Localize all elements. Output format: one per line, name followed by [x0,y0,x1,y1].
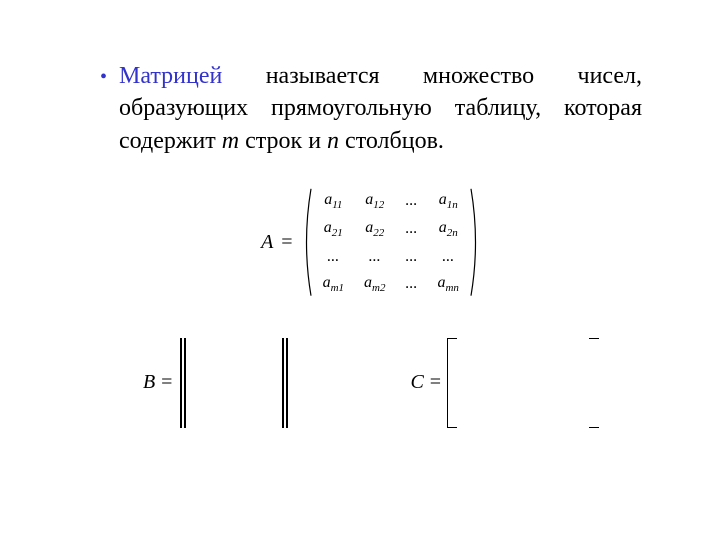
bracket-right-icon [589,338,599,428]
cell: ... [395,187,427,215]
equals-sign: = [281,231,292,254]
cell: a11 [313,187,354,215]
m-variable: m [222,128,239,154]
matrix-c-label: C [410,371,423,394]
cell: ... [354,244,395,270]
paren-right-icon [469,187,481,298]
matrix-c-block: C = [410,338,599,428]
bracket-left-icon [447,338,457,428]
rows-word: строк и [239,128,327,154]
cell: ... [395,244,427,270]
matrix-b-block: B = [143,338,291,428]
cell: am2 [354,270,395,298]
double-bar-right-icon [280,338,290,428]
matrix-a-body: a11 a12 ... a1n a21 a22 ... a2n ... ... [301,187,481,298]
cell: am1 [313,270,354,298]
cell: a1n [427,187,468,215]
equals-sign-b: = [161,371,172,394]
cell: a2n [427,215,468,243]
term-word: Матрицей [119,63,222,89]
cell: a22 [354,215,395,243]
cell: ... [395,270,427,298]
double-bar-left-icon [178,338,188,428]
cell: amn [427,270,468,298]
matrices-bc-row: B = C = [100,338,642,428]
matrix-a-area: A = a11 a12 ... a1n a21 a22 ... [100,187,642,298]
matrix-b-label: B [143,371,155,394]
matrix-a-label: A [261,231,273,254]
cols-word: столбцов. [339,128,444,154]
definition-item: • Матрицей называется множество чисел, о… [100,60,642,157]
equals-sign-c: = [430,371,441,394]
matrix-a-table: a11 a12 ... a1n a21 a22 ... a2n ... ... [313,187,469,298]
cell: ... [427,244,468,270]
definition-text: Матрицей называется множество чисел, обр… [119,60,642,157]
paren-left-icon [301,187,313,298]
n-variable: n [327,128,339,154]
cell: ... [395,215,427,243]
cell: ... [313,244,354,270]
bullet-icon: • [100,63,107,91]
cell: a12 [354,187,395,215]
cell: a21 [313,215,354,243]
